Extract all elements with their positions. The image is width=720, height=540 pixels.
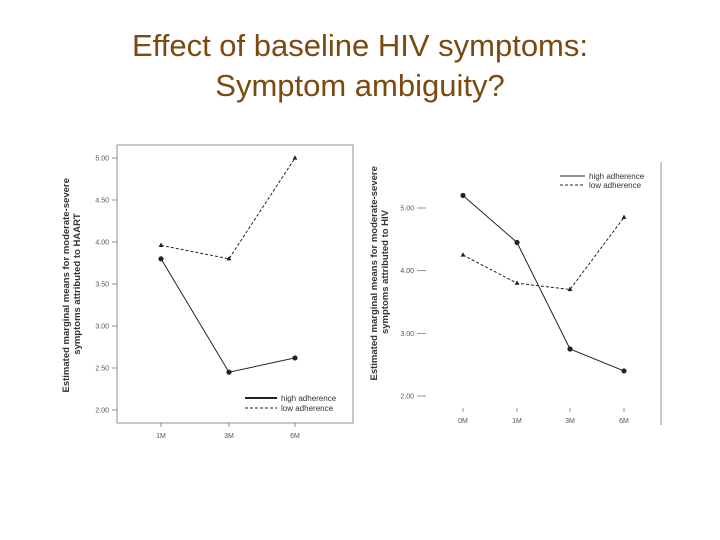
x-tick-label: 3M (224, 433, 234, 440)
hiv-symptoms-chart: 2.00 3.00 4.00 5.00 0M 1M 3M 6M Estimated marg… (369, 162, 662, 425)
y-tick-label: 3.50 (95, 282, 109, 289)
title-line-2: Symptom ambiguity? (215, 68, 505, 103)
y-tick-label: 3.00 (400, 331, 414, 338)
data-point-low-adherence (514, 280, 520, 285)
y-axis-label: Estimated marginal means for moderate-se… (369, 163, 391, 380)
x-tick-label: 1M (512, 418, 522, 425)
y-axis-label-line-2: symptoms attributed to HIV (380, 209, 391, 334)
legend-label-low-adherence: low adherence (281, 404, 334, 413)
y-tick-label: 4.00 (95, 240, 109, 247)
title-line-1: Effect of baseline HIV symptoms: (131, 28, 588, 63)
y-tick-label: 2.00 (400, 394, 414, 401)
data-point-high-adherence (460, 192, 466, 199)
haart-symptoms-chart: 2.00 2.50 3.00 3.50 4.00 4.50 5.00 1M 3M 6M Esti… (61, 144, 354, 440)
legend-label-high-adherence: high adherence (589, 172, 645, 181)
legend-label-low-adherence: low adherence (589, 181, 642, 190)
data-point-high-adherence (514, 239, 520, 246)
y-tick-label: 4.50 (95, 198, 109, 205)
y-axis-label-line-1: Estimated marginal means for moderate-se… (369, 166, 380, 380)
data-point-low-adherence (567, 286, 573, 292)
y-axis-label-line-2: symptoms attributed to HAART (72, 213, 83, 355)
y-tick-label: 2.50 (95, 366, 109, 373)
legend: high adherence low adherence (245, 394, 337, 413)
legend-label-high-adherence: high adherence (281, 394, 337, 403)
data-point-high-adherence (226, 369, 232, 375)
y-tick-label: 5.00 (95, 156, 109, 163)
x-tick-label: 0M (458, 418, 468, 425)
x-tick-label: 6M (290, 433, 300, 440)
data-point-high-adherence (158, 256, 164, 262)
y-axis-label: Estimated marginal means for moderate-se… (61, 175, 83, 392)
y-tick-label: 2.00 (95, 408, 109, 415)
y-tick-label: 4.00 (400, 268, 414, 275)
y-axis-label-line-1: Estimated marginal means for moderate-se… (61, 178, 72, 392)
data-point-low-adherence (621, 214, 627, 219)
x-tick-label: 6M (619, 418, 629, 425)
x-tick-label: 1M (156, 433, 166, 440)
data-point-low-adherence (226, 256, 232, 261)
series-line-low-adherence (160, 157, 296, 260)
data-point-low-adherence (158, 242, 164, 247)
legend: high adherence low adherence (560, 172, 645, 190)
data-point-high-adherence (567, 346, 573, 352)
x-tick-label: 3M (565, 418, 575, 425)
series-line-high-adherence (160, 258, 296, 373)
data-point-low-adherence (460, 252, 466, 257)
y-tick-label: 5.00 (400, 206, 414, 213)
data-point-high-adherence (621, 368, 627, 374)
slide-title: Effect of baseline HIV symptoms: Symptom… (0, 26, 720, 106)
y-tick-label: 3.00 (95, 324, 109, 331)
series-line-low-adherence (462, 217, 625, 290)
data-point-low-adherence (292, 155, 298, 160)
plot-frame (116, 144, 354, 424)
data-point-high-adherence (292, 355, 298, 361)
series-line-high-adherence (462, 195, 625, 372)
